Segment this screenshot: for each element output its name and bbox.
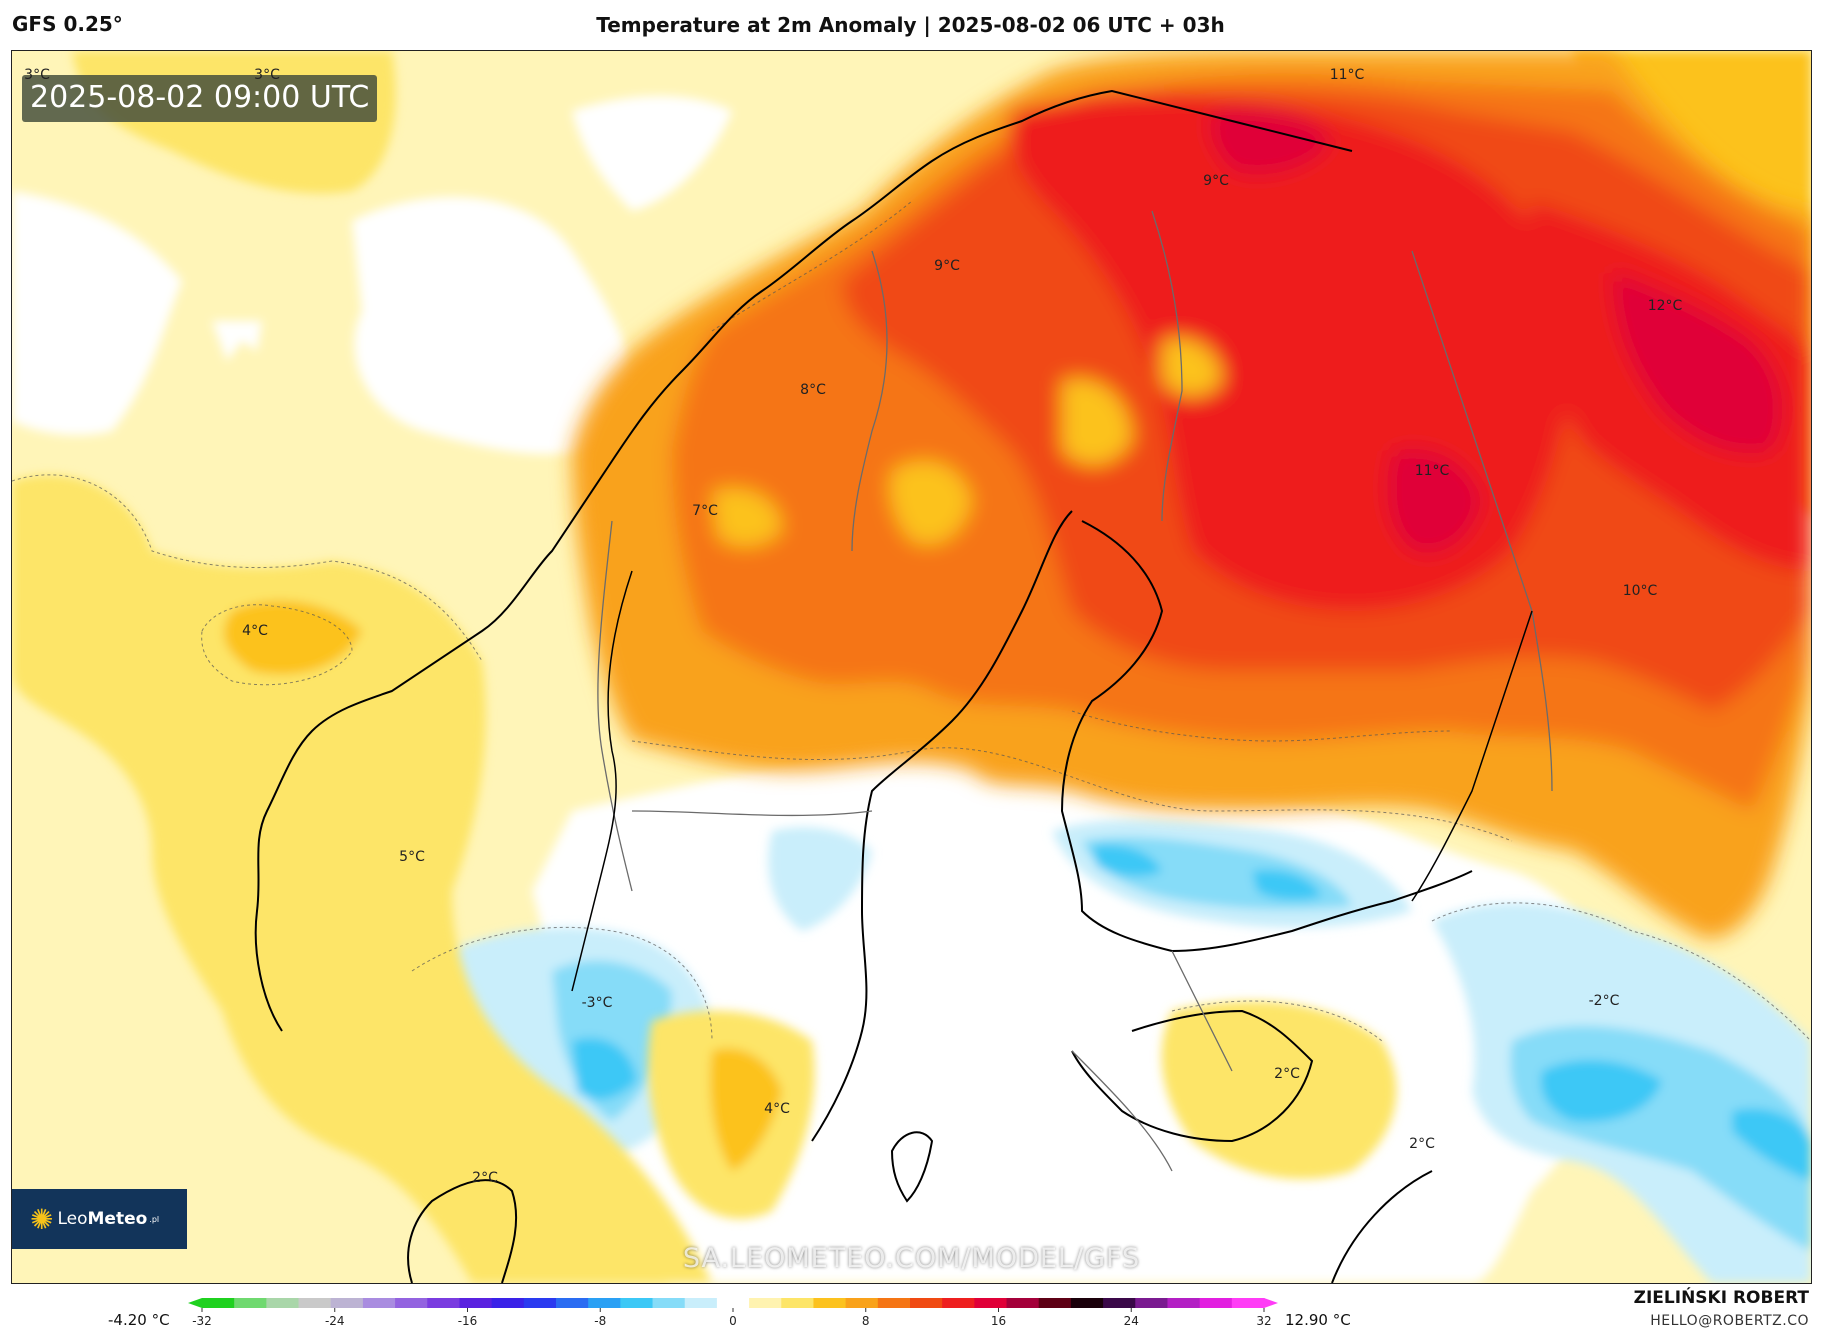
source-watermark: SA.LEOMETEO.COM/MODEL/GFS (682, 1243, 1141, 1274)
country-borders (597, 210, 1553, 1172)
colorbar-swatch (684, 1298, 718, 1308)
contour-label: 5°C (399, 849, 425, 865)
chart-title: Temperature at 2m Anomaly | 2025-08-02 0… (596, 13, 1225, 37)
coastlines (254, 89, 1473, 1283)
model-label: GFS 0.25° (12, 12, 123, 36)
colorbar-swatch (523, 1298, 557, 1308)
colorbar-swatch (1231, 1298, 1265, 1308)
author-email: HELLO@ROBERTZ.CO (1650, 1313, 1809, 1329)
contour-label: 3°C (254, 67, 280, 83)
colorbar-arrow-low (188, 1298, 202, 1308)
colorbar-swatch (942, 1298, 975, 1308)
colorbar-tick-label: 0 (729, 1314, 737, 1328)
contour-label: 12°C (1647, 298, 1683, 314)
contour-lines (12, 200, 1811, 1042)
colorbar-swatch (202, 1298, 235, 1308)
contour-label: 2°C (1409, 1136, 1435, 1152)
logo-text-suffix: .pl (149, 1214, 160, 1224)
author-name: ZIELIŃSKI ROBERT (1633, 1288, 1809, 1308)
colorbar: -32 -24 -16 -8 0 8 16 24 32 (188, 1298, 1278, 1328)
colorbar-swatch (1167, 1298, 1201, 1308)
contour-label: 9°C (934, 258, 960, 274)
colorbar-swatch (588, 1298, 621, 1308)
colorbar-swatch (716, 1298, 750, 1308)
contour-label: 11°C (1329, 67, 1365, 83)
colorbar-swatch (266, 1298, 300, 1308)
contour-label: 8°C (800, 382, 826, 398)
colorbar-tick-label: -24 (325, 1314, 345, 1328)
colorbar-swatch (620, 1298, 654, 1308)
colorbar-tick-label: 16 (991, 1314, 1006, 1328)
colorbar-swatch (427, 1298, 461, 1308)
colorbar-swatch (1070, 1298, 1104, 1308)
colorbar-swatch (877, 1298, 911, 1308)
colorbar-swatch (910, 1298, 943, 1308)
contour-label: 2°C (472, 1170, 498, 1186)
colorbar-swatch (362, 1298, 396, 1308)
contour-label: -2°C (1588, 993, 1620, 1009)
contour-label: -3°C (581, 995, 613, 1011)
colorbar-swatch (395, 1298, 428, 1308)
colorbar-swatch (1038, 1298, 1072, 1308)
valid-time-label: 2025-08-02 09:00 UTC (22, 75, 378, 122)
colorbar-swatch (652, 1298, 686, 1308)
anomaly-map[interactable]: 2025-08-02 09:00 UTC 3°C 3°C 4°C 11°C 9°… (11, 50, 1812, 1284)
colorbar-max-label: 12.90 °C (1285, 1311, 1351, 1329)
colorbar-tick-label: -32 (192, 1314, 212, 1328)
colorbar-swatch (1103, 1298, 1136, 1308)
colorbar-tick-label: 32 (1256, 1314, 1271, 1328)
colorbar-min-label: -4.20 °C (108, 1311, 170, 1329)
colorbar-swatch (234, 1298, 267, 1308)
hot-anomaly-zones (572, 51, 1811, 939)
national-border-black (571, 570, 1533, 992)
contour-label: 2°C (1274, 1066, 1300, 1082)
colorbar-swatch (845, 1298, 879, 1308)
contour-label: 7°C (692, 503, 718, 519)
colorbar-swatch (813, 1298, 847, 1308)
colorbar-swatch (491, 1298, 525, 1308)
colorbar-swatch (459, 1298, 493, 1308)
contour-label: 9°C (1203, 173, 1229, 189)
cold-anomaly-zones (408, 819, 1811, 1283)
logo-text-leo: Leo (57, 1209, 88, 1229)
contour-label: 4°C (242, 623, 268, 639)
colorbar-swatch (1006, 1298, 1040, 1308)
colorbar-swatch (1135, 1298, 1169, 1308)
contour-label: 11°C (1414, 463, 1450, 479)
colorbar-swatch (749, 1298, 782, 1308)
colorbar-tick-label: 24 (1124, 1314, 1139, 1328)
colorbar-swatch (1199, 1298, 1233, 1308)
colorbar-swatch (556, 1298, 589, 1308)
leometeo-logo[interactable]: ✺ Leo Meteo .pl (12, 1189, 187, 1249)
logo-text-meteo: Meteo (87, 1209, 148, 1229)
colorbar-swatch (298, 1298, 332, 1308)
contour-label: 4°C (764, 1101, 790, 1117)
sun-icon: ✺ (30, 1202, 54, 1236)
colorbar-arrow-high (1264, 1298, 1278, 1308)
contour-label: 10°C (1622, 583, 1658, 599)
colorbar-swatch (781, 1298, 815, 1308)
contour-label: 3°C (24, 67, 50, 83)
colorbar-tick-label: -8 (594, 1314, 606, 1328)
colorbar-swatch (330, 1298, 364, 1308)
colorbar-swatch (974, 1298, 1008, 1308)
colorbar-tick-label: 8 (862, 1314, 870, 1328)
colorbar-tick-label: -16 (458, 1314, 478, 1328)
